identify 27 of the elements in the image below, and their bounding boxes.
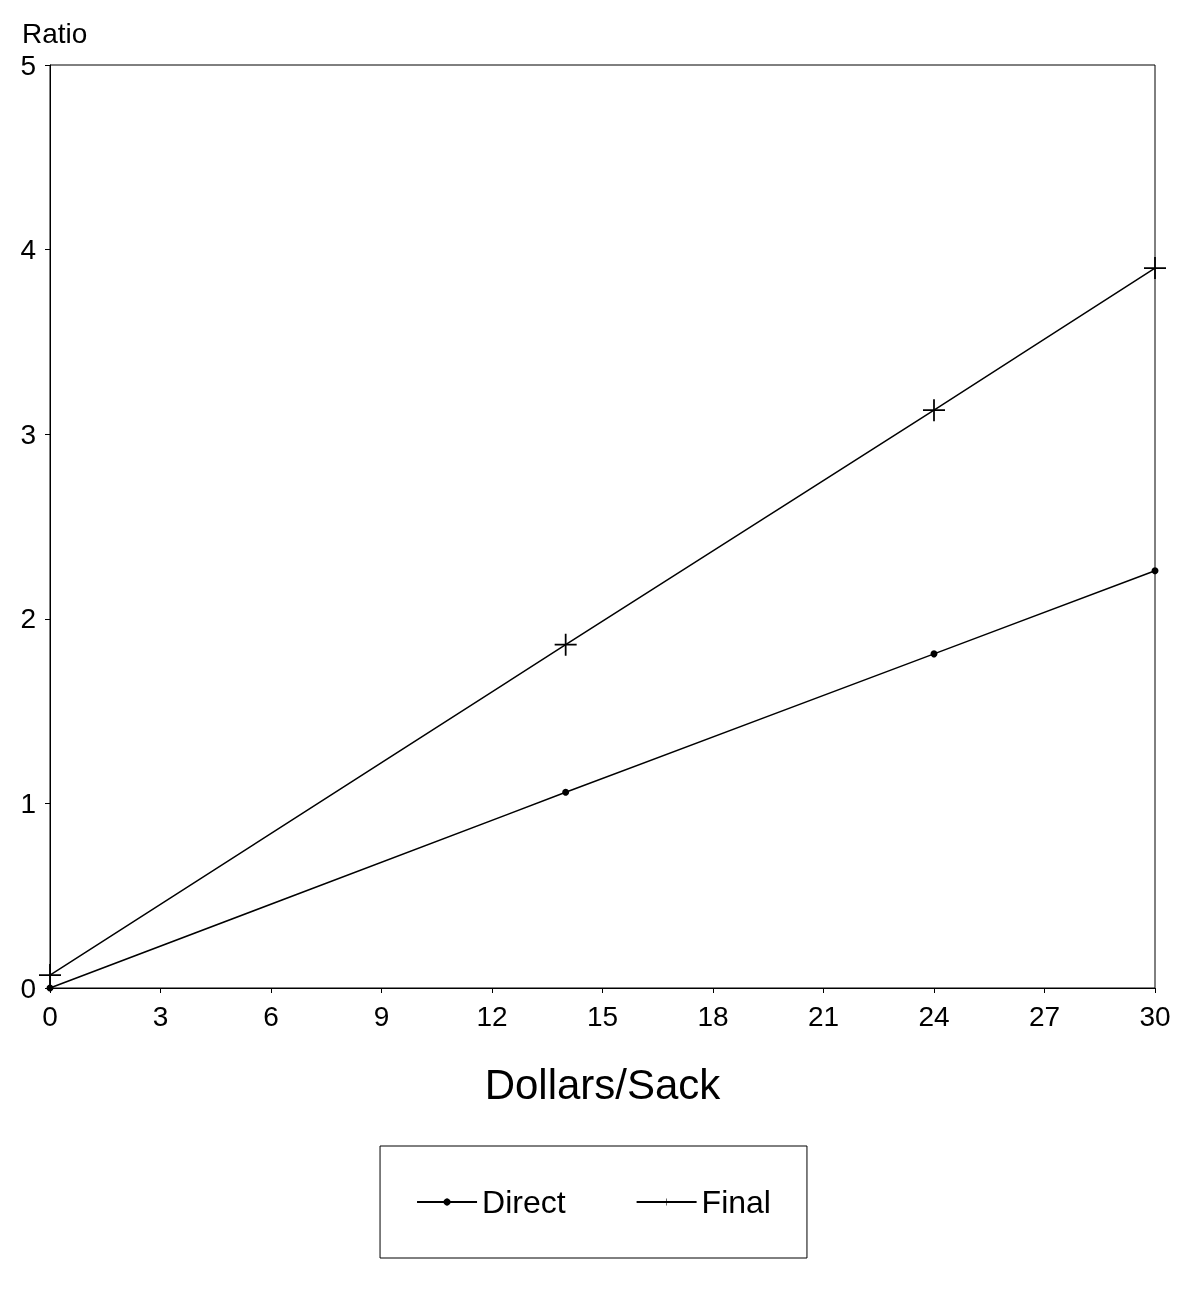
x-tick-label: 3 <box>152 1000 169 1032</box>
x-tick-label: 6 <box>263 1000 279 1032</box>
y-tick-label: 0 <box>20 972 36 1004</box>
x-tick-label: 15 <box>586 1000 619 1032</box>
x-tick-label: 30 <box>1139 1000 1171 1032</box>
x-tick-label: 9 <box>373 1000 390 1032</box>
y-tick-label: 5 <box>20 49 36 81</box>
x-tick-label: 0 <box>42 1000 58 1032</box>
legend-label: Direct <box>482 1184 566 1220</box>
y-tick-label: 3 <box>20 418 36 450</box>
x-tick-label: 24 <box>918 1000 950 1032</box>
point <box>39 964 61 987</box>
point <box>1144 257 1166 280</box>
y-tick-label: 1 <box>20 787 36 819</box>
legend-label: Final <box>701 1184 771 1220</box>
y-axis-title: Ratio <box>22 17 88 49</box>
point <box>923 399 945 422</box>
x-tick-label: 18 <box>697 1000 729 1032</box>
x-tick-label: 21 <box>807 1000 840 1032</box>
point <box>554 633 577 656</box>
x-tick-label: 27 <box>1028 1000 1061 1032</box>
x-axis-title: Dollars/Sack <box>484 1060 722 1108</box>
point <box>562 788 570 796</box>
y-tick-label: 4 <box>20 234 36 266</box>
y-tick-label: 2 <box>20 603 36 635</box>
x-tick-label: 12 <box>476 1000 508 1032</box>
point <box>1151 567 1159 575</box>
